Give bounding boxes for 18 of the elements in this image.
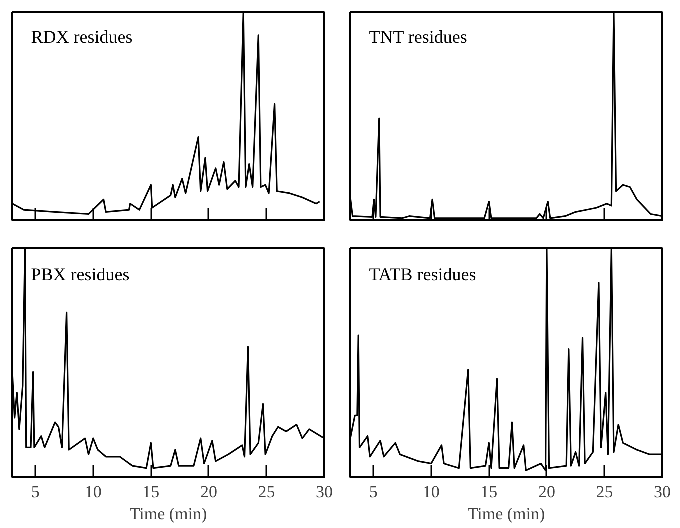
- x-tick-label: 10: [84, 482, 102, 502]
- x-tick-label: 25: [596, 482, 614, 502]
- text: PBX residues: [31, 264, 130, 285]
- x-tick-label: 5: [369, 482, 378, 502]
- x-tick-label: 30: [316, 482, 333, 502]
- x-axis-title: Time (min): [468, 504, 546, 524]
- x-tick-label: 30: [654, 482, 671, 502]
- x-tick-label: 15: [480, 482, 498, 502]
- text: RDX residues: [31, 27, 133, 48]
- text: TATB residues: [369, 264, 476, 285]
- x-tick-label: 20: [538, 482, 556, 502]
- x-tick-label: 5: [31, 482, 40, 502]
- x-tick-label: 10: [422, 482, 440, 502]
- x-tick-label: 15: [142, 482, 160, 502]
- x-tick-label: 25: [258, 482, 276, 502]
- x-tick-label: 20: [200, 482, 218, 502]
- text: TNT residues: [369, 27, 468, 48]
- x-axis-title: Time (min): [130, 504, 208, 524]
